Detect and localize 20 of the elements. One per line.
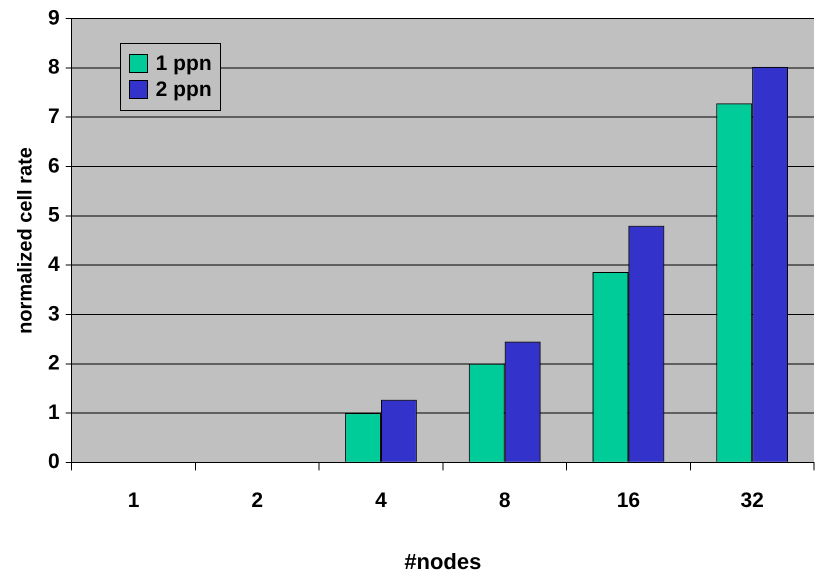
y-tick-label: 1: [48, 400, 60, 424]
x-tick-label: 32: [740, 488, 764, 512]
legend-label: 1 ppn: [156, 52, 212, 76]
x-axis-title: #nodes: [404, 548, 482, 574]
y-tick-label: 5: [48, 204, 60, 227]
y-tick-label: 3: [48, 302, 60, 326]
y-tick-label: 0: [48, 450, 60, 474]
x-tick-label: 2: [251, 488, 264, 512]
x-tick-label: 4: [375, 488, 388, 512]
y-axis-title: normalized cell rate: [14, 147, 37, 334]
y-tick-label: 8: [48, 56, 60, 79]
x-tick-label: 16: [616, 488, 640, 512]
y-tick-label: 2: [48, 352, 60, 375]
y-tick-label: 6: [48, 154, 60, 178]
legend-label: 2 ppn: [156, 78, 212, 102]
y-tick-label: 9: [48, 6, 60, 30]
y-tick-label: 4: [48, 252, 60, 276]
x-tick-label: 8: [498, 488, 511, 512]
y-tick-label: 7: [48, 105, 60, 128]
x-tick-label: 1: [128, 488, 140, 512]
